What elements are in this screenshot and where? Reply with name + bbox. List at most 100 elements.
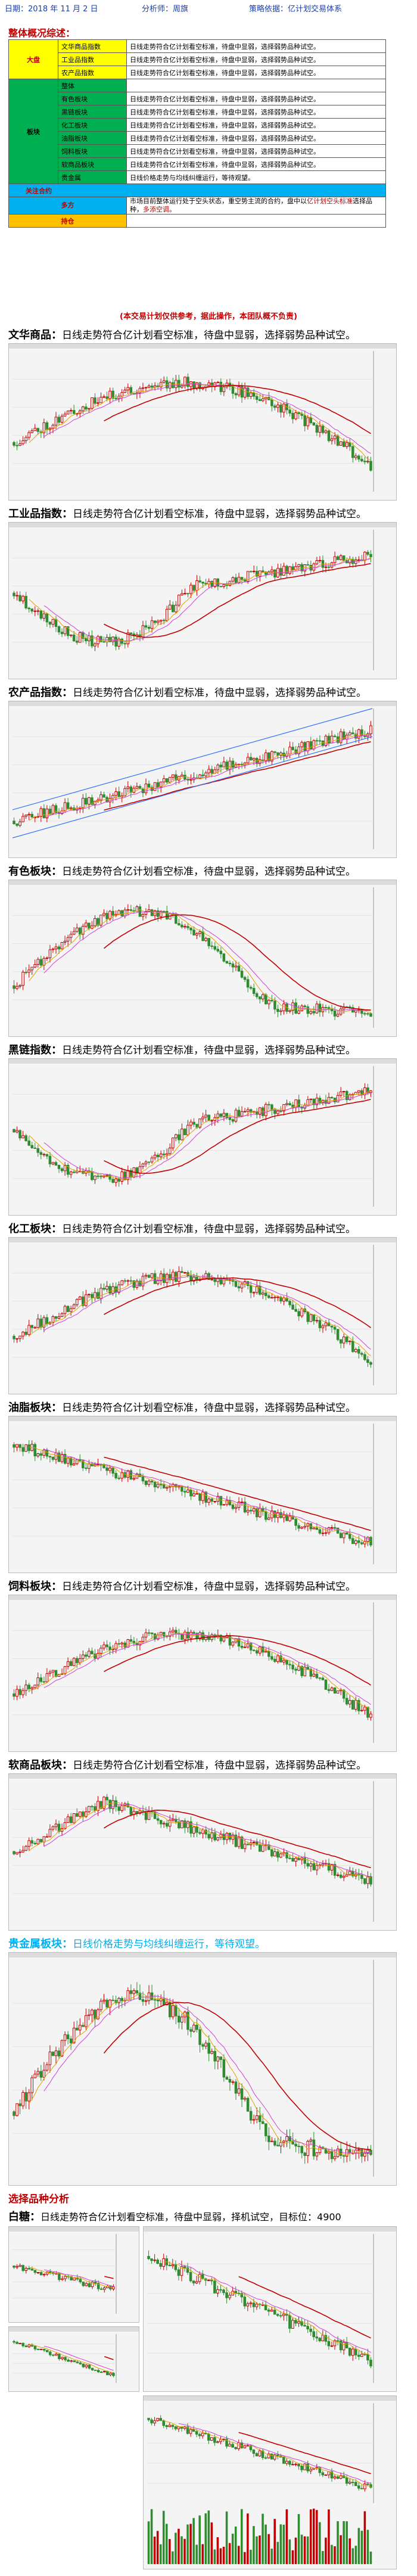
candle-body xyxy=(189,927,192,931)
candle-body xyxy=(312,1863,316,1870)
candle-body xyxy=(132,1990,136,1994)
candle-body xyxy=(105,1174,108,1176)
candle-body xyxy=(33,1842,37,1844)
candle-body xyxy=(201,2044,204,2047)
kline-chart-nongchan xyxy=(8,701,397,858)
candle-body xyxy=(42,1836,46,1842)
candle-body xyxy=(357,2485,360,2489)
moving-average-line xyxy=(29,734,371,821)
candle-body xyxy=(234,1507,238,1509)
candle-body xyxy=(33,2270,37,2273)
candle-body xyxy=(181,1129,183,1141)
candle-body xyxy=(216,1837,220,1841)
pick-line: 白糖：日线走势符合亿计划看空标准，待盘中显弱，择机试空，目标位：4900 xyxy=(8,2208,341,2224)
candle-body xyxy=(72,1658,76,1666)
candle-body xyxy=(309,2329,312,2332)
candle-body xyxy=(78,1296,82,1300)
candle-body xyxy=(369,554,372,557)
channel-line xyxy=(12,708,373,810)
candle-body xyxy=(291,412,294,420)
candle-body xyxy=(312,740,316,750)
panel-name: 农产品指数： xyxy=(8,686,73,699)
candle-body xyxy=(27,1141,30,1146)
candle-body xyxy=(366,1876,369,1884)
candle-body xyxy=(27,2092,30,2102)
candle-body xyxy=(91,1294,94,1298)
candle-body xyxy=(120,1472,123,1479)
candle-body xyxy=(42,422,46,433)
moving-average-line xyxy=(43,1804,371,1877)
kline-svg xyxy=(9,701,396,849)
candle-body xyxy=(262,994,264,999)
candle-body xyxy=(192,1276,195,1282)
candle-body xyxy=(42,958,46,966)
candle-body xyxy=(39,1318,43,1328)
candle-body xyxy=(252,1649,256,1651)
candle-body xyxy=(13,2266,15,2268)
moving-average-line xyxy=(104,1456,371,1531)
candle-body xyxy=(195,2431,198,2435)
candle-body xyxy=(255,2115,259,2120)
candle-body xyxy=(264,752,267,762)
candle-body xyxy=(162,778,166,782)
candle-body xyxy=(102,1644,105,1649)
candle-body xyxy=(339,1091,343,1096)
candle-body xyxy=(175,1134,178,1139)
candle-body xyxy=(330,1009,334,1011)
candle-body xyxy=(237,965,241,972)
candle-body xyxy=(165,2425,169,2427)
candle-body xyxy=(13,2111,15,2116)
candle-body xyxy=(159,382,163,388)
candle-body xyxy=(198,2029,201,2045)
candle-body xyxy=(318,560,322,561)
candle-body xyxy=(294,2320,297,2324)
candle-body xyxy=(204,583,207,585)
candle-body xyxy=(66,1164,70,1175)
candle-body xyxy=(141,1163,145,1167)
panel-name: 文华商品： xyxy=(8,329,62,341)
panel-title-huagong: 化工板块：日线走势符合亿计划看空标准，待盘中显弱，选择弱势品种试空。 xyxy=(8,1220,356,1236)
candle-body xyxy=(135,1990,139,1994)
candle-body xyxy=(172,382,175,389)
chicang-cell: 持仓 xyxy=(8,214,127,228)
candle-body xyxy=(210,2437,213,2441)
table-row: 贵金属 日线价格走势与均线纠缠运行，等待观望。 xyxy=(9,170,386,184)
candle-body xyxy=(117,1998,120,2003)
candle-body xyxy=(246,757,250,763)
table-row: 化工板块 日线走势符合亿计划看空标准，待盘中显弱，选择弱势品种试空。 xyxy=(9,118,386,132)
candle-body xyxy=(267,1000,270,1005)
bankuai-name: 贵金属 xyxy=(58,170,127,184)
candle-body xyxy=(120,1642,123,1645)
candle-body xyxy=(219,765,223,767)
bankuai-note: 日线走势符合亿计划看空标准，待盘中显弱，选择弱势品种试空。 xyxy=(126,144,386,158)
candle-body xyxy=(225,2292,228,2298)
candle-body xyxy=(51,1162,55,1164)
candle-body xyxy=(315,1865,319,1870)
candle-body xyxy=(147,1480,151,1485)
candle-body xyxy=(300,564,303,571)
candle-body xyxy=(228,962,232,965)
candle-body xyxy=(54,805,58,813)
candle-body xyxy=(159,2263,162,2267)
candle-body xyxy=(273,1659,276,1662)
candle-body xyxy=(306,1006,310,1014)
candle-body xyxy=(13,821,15,825)
candle-body xyxy=(82,798,85,809)
candle-body xyxy=(231,1834,235,1840)
candle-body xyxy=(168,382,172,389)
panel-name: 有色板块： xyxy=(8,865,62,878)
candle-body xyxy=(339,1533,343,1539)
candle-body xyxy=(88,1651,91,1657)
chart-toolbar xyxy=(144,2227,396,2232)
candle-body xyxy=(270,1849,273,1857)
candle-body xyxy=(54,619,58,627)
candle-body xyxy=(94,1292,97,1298)
candle-body xyxy=(82,2282,85,2286)
candle-body xyxy=(54,946,58,950)
candle-body xyxy=(306,1312,310,1322)
candle-body xyxy=(48,2351,52,2356)
candle-body xyxy=(66,1306,70,1312)
candle-body xyxy=(339,2148,343,2156)
candle-body xyxy=(108,390,111,399)
panel-desc: 日线走势符合亿计划看空标准，待盘中显弱，选择弱势品种试空。 xyxy=(62,1581,356,1593)
